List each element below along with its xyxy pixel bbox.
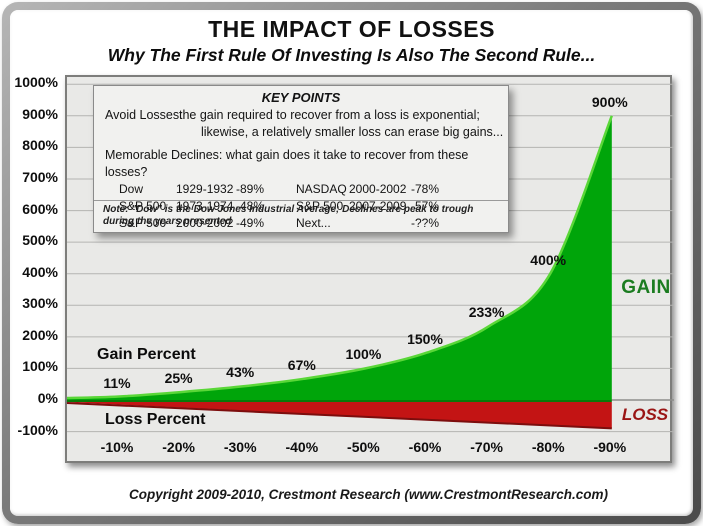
gain-data-label: 25%	[164, 370, 193, 387]
gain-data-label: 11%	[103, 374, 131, 391]
x-tick-label: -30%	[223, 438, 257, 455]
loss-area-bottom-edge	[67, 402, 612, 430]
decline-cell: -??%	[411, 216, 440, 230]
gain-data-label: 43%	[226, 364, 255, 381]
avoid-losses-block: Avoid Losses: the gain required to recov…	[94, 107, 508, 141]
y-tick-label: 200%	[22, 326, 58, 343]
decline-cell: Next...	[296, 216, 331, 230]
y-tick-label: 300%	[22, 295, 58, 312]
decline-cell: S&P 500	[119, 216, 167, 230]
y-tick-label: -100%	[17, 421, 58, 438]
decline-cell: -78%	[411, 182, 440, 196]
gain-data-label: 900%	[591, 93, 628, 110]
decline-cell: 1929-1932	[176, 182, 234, 196]
page-subtitle: Why The First Rule Of Investing Is Also …	[107, 45, 596, 65]
decline-cell: S&P 500	[296, 199, 344, 213]
x-tick-label: -80%	[531, 438, 565, 455]
gain-area-highlight	[67, 115, 613, 400]
memorable-declines-table: Dow 1929-1932 -89% NASDAQ 2000-2002 -78% S&P 5…	[119, 181, 508, 232]
decline-cell: 2000-2002	[349, 182, 407, 196]
avoid-losses-label: Avoid Losses:	[105, 108, 183, 122]
gain-data-label: 150%	[407, 330, 443, 347]
decline-cell: -48%	[236, 199, 265, 213]
decline-cell: -49%	[236, 216, 265, 230]
decline-cell: 2000-2002	[176, 216, 234, 230]
key-points-box: KEY POINTS Avoid Losses: the gain requir…	[93, 85, 509, 233]
x-tick-label: -70%	[470, 438, 503, 455]
y-tick-label: 400%	[22, 263, 58, 280]
decline-cell: -57%	[411, 199, 440, 213]
y-tick-label: 700%	[22, 168, 58, 185]
decline-cell: 2007-2009	[349, 199, 407, 213]
x-tick-label: -50%	[347, 438, 380, 455]
x-tick-label: -60%	[408, 438, 442, 455]
decline-cell: -89%	[236, 182, 265, 196]
key-points-heading: KEY POINTS	[261, 90, 341, 105]
avoid-losses-line1: the gain required to recover from a loss…	[179, 108, 480, 122]
avoid-losses-line2: likewise, a relatively smaller loss can …	[201, 125, 504, 139]
x-tick-label: -90%	[593, 438, 627, 455]
decline-cell: 1973-1974	[176, 199, 234, 213]
memorable-declines-intro: Memorable Declines: what gain does it ta…	[105, 148, 469, 179]
decline-cell: Dow	[119, 182, 144, 196]
y-tick-label: 100%	[22, 358, 58, 375]
key-points-note: Note: "Dow" is the Dow Jones Industrial …	[94, 200, 508, 232]
x-tick-label: -10%	[100, 438, 134, 455]
decline-cell: S&P 500	[119, 199, 167, 213]
y-tick-label: 0%	[37, 390, 58, 406]
gain-area-label: GAIN	[621, 277, 671, 298]
x-tick-label: -40%	[285, 438, 319, 455]
y-tick-label: 600%	[22, 200, 58, 217]
loss-series-label: Loss Percent	[105, 411, 206, 428]
page-title: THE IMPACT OF LOSSES	[208, 16, 495, 42]
decline-cell: NASDAQ	[296, 182, 347, 196]
gain-area	[67, 115, 612, 401]
gain-series-label: Gain Percent	[97, 346, 196, 363]
gain-data-label: 100%	[345, 346, 382, 363]
y-tick-label: 800%	[22, 137, 58, 154]
gain-data-label: 233%	[468, 304, 505, 321]
gain-data-label: 400%	[530, 251, 567, 268]
y-tick-label: 1000%	[14, 74, 58, 91]
gain-data-label: 67%	[287, 356, 316, 373]
y-tick-label: 500%	[22, 232, 58, 249]
x-tick-label: -20%	[162, 438, 195, 455]
copyright-text: Copyright 2009-2010, Crestmont Research …	[129, 487, 608, 502]
y-tick-label: 900%	[22, 105, 58, 122]
loss-area-label: LOSS	[621, 405, 669, 424]
